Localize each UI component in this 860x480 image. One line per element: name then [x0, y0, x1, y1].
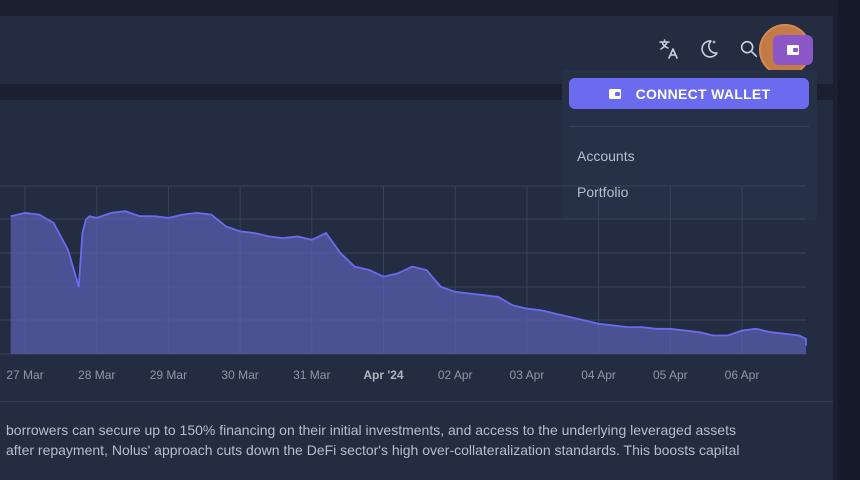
window-edge [838, 0, 860, 480]
x-tick-label: 31 Mar [293, 368, 330, 382]
x-tick-label: 27 Mar [6, 368, 43, 382]
x-axis-ticks: 27 Mar 28 Mar 29 Mar 30 Mar 31 Mar Apr '24 02 … [6, 368, 759, 382]
x-tick-label: 05 Apr [653, 368, 688, 382]
menu-item-accounts[interactable]: Accounts [577, 148, 635, 164]
x-tick-label: Apr '24 [363, 368, 404, 382]
x-tick-label: 28 Mar [78, 368, 115, 382]
translate-icon[interactable] [655, 35, 683, 63]
x-tick-label: 06 Apr [725, 368, 760, 382]
search-icon[interactable] [735, 35, 763, 63]
menu-item-portfolio[interactable]: Portfolio [577, 184, 629, 200]
dropdown-divider [569, 126, 809, 127]
x-tick-label: 30 Mar [221, 368, 258, 382]
description-line-2: after repayment, Nolus' approach cuts do… [6, 442, 740, 458]
chart-area-fill [10, 211, 807, 354]
connect-wallet-button[interactable]: CONNECT WALLET [569, 78, 809, 109]
price-chart: 27 Mar 28 Mar 29 Mar 30 Mar 31 Mar Apr '24 02 … [0, 185, 807, 382]
x-tick-label: 29 Mar [150, 368, 187, 382]
x-tick-label: 03 Apr [510, 368, 545, 382]
x-tick-label: 02 Apr [438, 368, 473, 382]
panel-divider [0, 401, 833, 402]
wallet-icon [787, 45, 799, 55]
description-line-1: borrowers can secure up to 150% financin… [6, 422, 736, 438]
wallet-icon [608, 88, 621, 99]
moon-icon[interactable] [695, 35, 723, 63]
wallet-button[interactable] [773, 35, 813, 65]
chart-area-line [10, 210, 807, 346]
connect-wallet-label: CONNECT WALLET [635, 85, 771, 102]
x-tick-label: 04 Apr [581, 368, 616, 382]
